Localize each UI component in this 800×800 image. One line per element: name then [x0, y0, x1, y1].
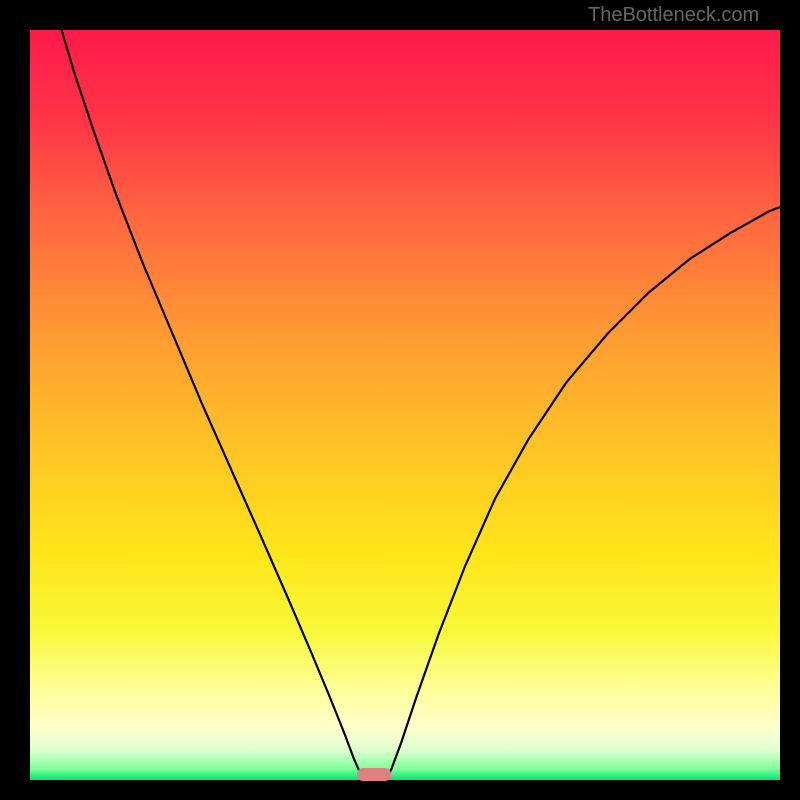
optimum-marker	[357, 768, 391, 781]
watermark-text: TheBottleneck.com	[588, 4, 759, 27]
gradient-background	[30, 30, 780, 780]
plot-area	[30, 30, 780, 780]
